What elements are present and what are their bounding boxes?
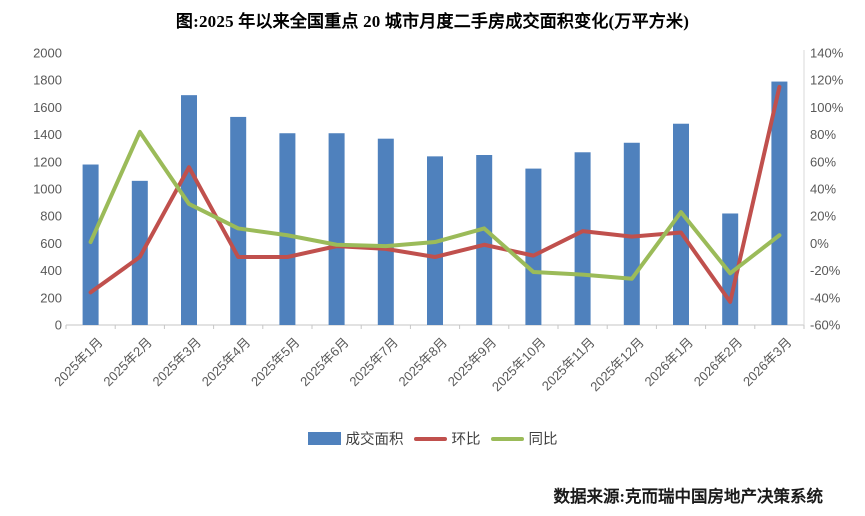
x-axis-label: 2026年1月: [642, 335, 697, 390]
bar: [82, 164, 99, 325]
right-axis-tick-label: -20%: [810, 263, 841, 278]
chart-plot-area: 0 200 400 600 800 1000 1200 1400 1600 1800 2000 -60…: [33, 46, 844, 395]
chart-legend: 成交面积 环比 同比: [0, 428, 865, 449]
yoy-line: [88, 129, 782, 281]
x-axis-label: 2025年2月: [100, 335, 155, 390]
yoy-line-swatch: [490, 436, 524, 441]
bar: [328, 133, 345, 325]
x-axis-label: 2026年2月: [691, 335, 746, 390]
x-axis-label: 2026年3月: [740, 335, 795, 390]
right-axis-tick-label: -40%: [810, 290, 841, 305]
left-axis-tick-label: 600: [40, 236, 62, 251]
left-axis-tick-label: 2000: [33, 46, 62, 61]
right-axis-tick-label: 100%: [810, 100, 844, 115]
x-axis-label: 2025年8月: [396, 335, 451, 390]
left-axis-tick-label: 1000: [33, 182, 62, 197]
left-axis-tick-label: 0: [55, 318, 62, 333]
right-axis-tick-label: 60%: [810, 154, 836, 169]
legend-label: 成交面积: [345, 432, 404, 448]
bar: [673, 123, 689, 325]
bar: [279, 133, 296, 325]
bar: [230, 116, 247, 325]
right-axis-tick-label: -60%: [810, 318, 841, 333]
legend-item-mom-line: 环比: [413, 428, 481, 449]
right-axis-tick-label: 140%: [810, 46, 844, 61]
chart-title: 图:2025 年以来全国重点 20 城市月度二手房成交面积变化(万平方米): [175, 12, 690, 31]
left-axis-tick-label: 1600: [33, 100, 62, 115]
x-axis-label: 2025年6月: [297, 335, 352, 390]
left-axis-tick-label: 1200: [33, 154, 62, 169]
x-axis-label: 2025年1月: [51, 335, 106, 390]
left-axis-tick-label: 400: [40, 263, 62, 278]
bar: [181, 95, 197, 325]
bar: [377, 138, 394, 325]
x-axis-label: 2025年7月: [346, 335, 401, 390]
x-axis-label: 2025年5月: [248, 335, 303, 390]
right-axis-tick-label: 120%: [810, 73, 844, 88]
legend-label: 环比: [451, 432, 481, 448]
bar: [574, 152, 591, 325]
bar-series-swatch: [307, 432, 341, 445]
bar: [771, 81, 788, 325]
x-axis-label: 2025年10月: [489, 335, 549, 395]
x-axis-label: 2025年3月: [150, 335, 205, 390]
legend-item-bar-series: 成交面积: [307, 428, 404, 449]
bar: [623, 142, 640, 325]
x-axis-label: 2025年4月: [199, 335, 254, 390]
mom-line-swatch: [413, 436, 447, 441]
right-axis-tick-label: 80%: [810, 127, 836, 142]
left-axis-tick-label: 1400: [33, 127, 62, 142]
legend-item-yoy-line: 同比: [490, 428, 558, 449]
left-axis-tick-label: 200: [40, 290, 62, 305]
left-axis-tick-label: 800: [40, 209, 62, 224]
right-axis-tick-label: 20%: [810, 209, 836, 224]
data-source-note: 数据来源:克而瑞中国房地产决策系统: [553, 487, 824, 506]
bar: [476, 155, 493, 325]
left-axis-tick-label: 1800: [33, 73, 62, 88]
right-axis-tick-label: 0%: [810, 236, 829, 251]
x-axis-label: 2025年12月: [587, 335, 647, 395]
bar: [525, 168, 542, 325]
legend-label: 同比: [528, 432, 558, 448]
right-axis-tick-label: 40%: [810, 182, 836, 197]
